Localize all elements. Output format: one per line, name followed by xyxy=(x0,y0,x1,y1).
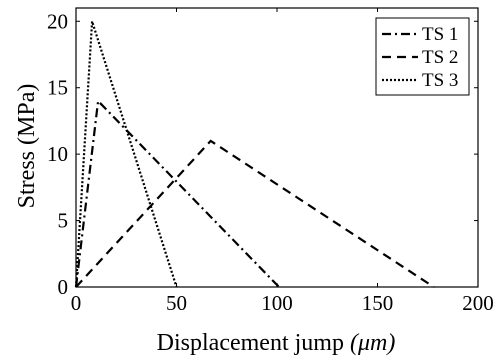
x-axis-label-unit: (μm) xyxy=(350,330,395,356)
x-axis-label: Displacement jump (μm) xyxy=(157,330,396,356)
x-tick-label: 100 xyxy=(261,291,293,315)
legend-label-3: TS 3 xyxy=(422,70,458,91)
legend-box xyxy=(375,17,470,96)
y-tick-label: 15 xyxy=(47,76,68,100)
y-axis-label: Stress (MPa) xyxy=(14,84,40,209)
series-line-1 xyxy=(74,98,280,288)
plot-area xyxy=(74,20,435,288)
series-line-2 xyxy=(75,139,435,288)
x-axis-label-text: Displacement jump xyxy=(157,330,344,356)
legend-label-2: TS 2 xyxy=(422,47,458,68)
axes: 0 50 100 150 200 0 5 10 15 20 xyxy=(47,7,494,315)
x-tick-label: 0 xyxy=(71,291,82,315)
legend: TS 1TS 2TS 3 xyxy=(375,17,470,96)
x-tick-label: 150 xyxy=(362,291,394,315)
x-tick-label: 200 xyxy=(462,291,494,315)
legend-label-1: TS 1 xyxy=(422,24,458,45)
series-line-3 xyxy=(74,20,178,288)
y-tick-label: 0 xyxy=(58,275,69,299)
y-tick-label: 5 xyxy=(58,209,69,233)
y-tick-label: 10 xyxy=(47,142,68,166)
x-tick-label: 50 xyxy=(166,291,187,315)
y-tick-label: 20 xyxy=(47,9,68,33)
